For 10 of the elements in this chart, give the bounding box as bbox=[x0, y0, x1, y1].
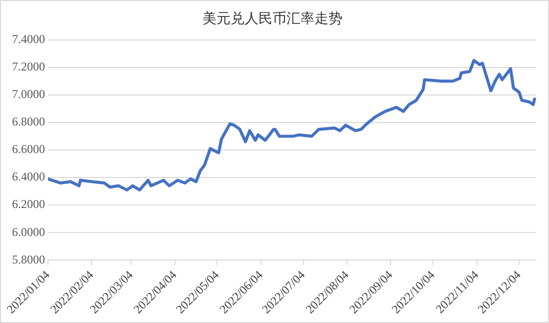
y-tick-label: 6.8000 bbox=[12, 114, 45, 129]
y-tick-label: 7.0000 bbox=[12, 87, 45, 102]
y-tick-label: 7.2000 bbox=[12, 60, 45, 74]
y-tick-label: 7.4000 bbox=[12, 32, 45, 46]
y-tick-label: 6.4000 bbox=[12, 170, 45, 184]
chart-title: 美元兑人民币汇率走势 bbox=[202, 11, 342, 28]
y-tick-label: 6.0000 bbox=[12, 224, 45, 239]
y-tick-label: 6.2000 bbox=[12, 197, 45, 212]
y-tick-label: 5.8000 bbox=[12, 252, 45, 266]
y-tick-label: 6.6000 bbox=[12, 142, 45, 156]
